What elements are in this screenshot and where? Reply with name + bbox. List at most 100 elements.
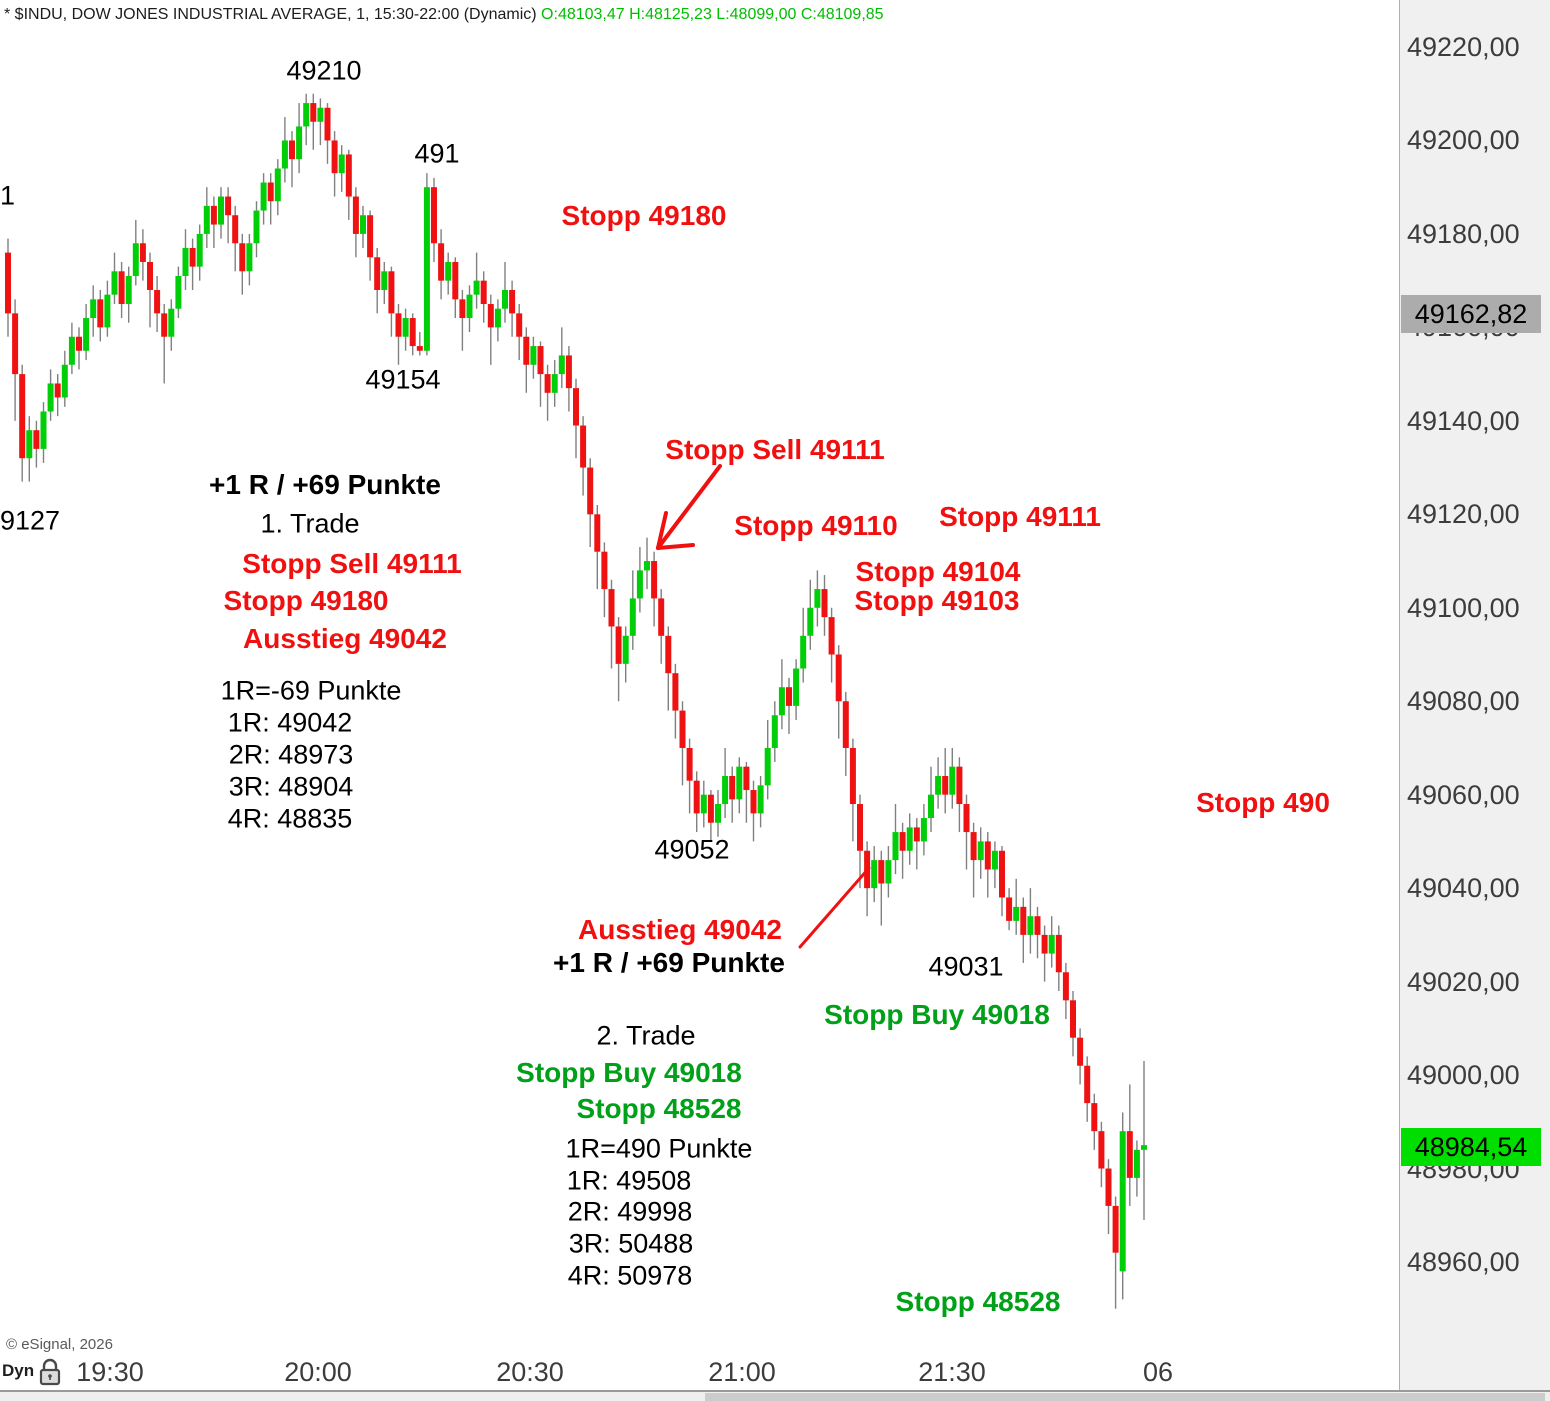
chart-annotation[interactable]: Stopp 49180 <box>223 585 389 616</box>
candle <box>1133 1140 1140 1197</box>
candle <box>771 701 778 762</box>
candle <box>310 93 317 150</box>
chart-annotation[interactable]: +1 R / +69 Punkte <box>553 947 785 978</box>
chart-annotation[interactable]: 4R: 48835 <box>227 803 353 834</box>
candle <box>1006 888 1013 931</box>
candle <box>61 350 68 407</box>
chart-annotation[interactable]: Stopp Sell 49111 <box>665 434 885 465</box>
candle <box>509 280 516 337</box>
chart-annotation[interactable]: Stopp 48528 <box>895 1286 1061 1317</box>
price-axis[interactable]: 49220,0049200,0049180,0049160,0049140,00… <box>1399 0 1550 1390</box>
chart-annotation[interactable]: Stopp 49110 <box>734 510 898 541</box>
dyn-scale-button[interactable]: Dyn <box>2 1361 35 1380</box>
chart-annotation[interactable]: 49031 <box>928 951 1004 982</box>
candle <box>26 416 33 482</box>
chart-annotation[interactable]: Stopp 49180 <box>561 200 727 231</box>
horizontal-scrollbar[interactable] <box>0 1390 1550 1401</box>
chart-annotation[interactable]: +1 R / +69 Punkte <box>209 469 441 500</box>
candle <box>580 416 587 496</box>
chart-annotation[interactable]: 2R: 49998 <box>567 1196 693 1227</box>
candle <box>1098 1121 1105 1188</box>
chart-annotation[interactable]: 1R: 49508 <box>566 1165 692 1196</box>
candlestick-chart[interactable] <box>0 0 1398 1392</box>
candle <box>1027 888 1034 954</box>
chart-annotation[interactable]: 49052 <box>654 834 730 865</box>
candle <box>1112 1196 1119 1309</box>
stopp-sell-arrow[interactable] <box>656 464 722 550</box>
chart-annotation[interactable]: 1R=490 Punkte <box>565 1133 753 1164</box>
candle <box>530 336 537 379</box>
candle <box>260 173 267 225</box>
chart-annotation[interactable]: Stopp 49104 <box>855 556 1021 587</box>
scrollbar-thumb[interactable] <box>705 1393 1545 1401</box>
chart-annotation[interactable]: 2. Trade <box>596 1020 696 1051</box>
chart-annotation[interactable]: Ausstieg 49042 <box>578 914 782 945</box>
candle <box>757 776 764 828</box>
candle <box>1034 906 1041 959</box>
candle <box>218 187 224 239</box>
candle <box>139 229 146 281</box>
time-axis[interactable]: Dyn 19:30 20:00 20:30 21:00 21:30 06 <box>0 1355 1398 1390</box>
chart-annotation[interactable]: Stopp 490 <box>1196 787 1330 818</box>
candle <box>203 187 210 248</box>
candle <box>800 607 807 683</box>
chart-annotation[interactable]: Stopp Buy 49018 <box>516 1057 742 1088</box>
candle <box>494 299 501 342</box>
chart-annotation[interactable]: 3R: 50488 <box>568 1228 694 1259</box>
price-axis-label: 49140,00 <box>1407 405 1520 436</box>
candle <box>644 537 650 590</box>
chart-annotation[interactable]: 1. Trade <box>260 508 360 539</box>
candle <box>821 575 828 636</box>
price-axis-label: 49020,00 <box>1407 966 1520 997</box>
candle <box>402 308 409 351</box>
candle <box>935 757 942 809</box>
candle <box>83 304 90 361</box>
candle <box>473 252 480 309</box>
chart-annotation[interactable]: 1R=-69 Punkte <box>220 675 402 706</box>
candle <box>76 327 82 370</box>
chart-annotation[interactable]: 2R: 48973 <box>228 739 354 770</box>
candle <box>168 299 175 351</box>
candle <box>196 224 203 281</box>
candle <box>1077 1028 1084 1085</box>
candle <box>956 757 963 833</box>
chart-annotation[interactable]: 49154 <box>365 364 441 395</box>
chart-annotation[interactable]: 3R: 48904 <box>228 771 354 802</box>
chart-annotation[interactable]: Stopp 49111 <box>939 501 1101 532</box>
candle <box>849 738 856 842</box>
chart-annotation[interactable]: 491 <box>414 138 460 169</box>
candle <box>651 551 658 627</box>
chart-annotation[interactable]: 1R: 49042 <box>227 707 353 738</box>
candle <box>1070 990 1076 1057</box>
chart-annotation[interactable]: Stopp Buy 49018 <box>824 999 1050 1030</box>
candle <box>132 219 139 286</box>
chart-annotation[interactable]: 9127 <box>0 505 61 536</box>
chart-annotation[interactable]: Ausstieg 49042 <box>243 623 447 654</box>
chart-annotation[interactable]: 1 <box>0 180 16 211</box>
candle <box>12 299 19 421</box>
candle <box>5 238 11 337</box>
chart-annotation[interactable]: 49210 <box>286 55 362 86</box>
candle <box>452 257 459 319</box>
candle <box>587 458 594 548</box>
candle <box>147 252 153 328</box>
candle <box>608 579 615 669</box>
copyright-label: © eSignal, 2026 <box>6 1336 113 1353</box>
candle <box>679 701 686 786</box>
candle <box>431 177 437 262</box>
candle <box>367 210 374 281</box>
candle <box>395 304 402 365</box>
candle <box>693 771 700 833</box>
candle <box>19 364 26 482</box>
candle <box>672 663 679 739</box>
ausstieg-line[interactable] <box>798 866 871 949</box>
chart-annotation[interactable]: 4R: 50978 <box>567 1260 693 1291</box>
lock-icon[interactable] <box>38 1358 62 1387</box>
candle <box>537 341 544 407</box>
candle <box>629 570 636 650</box>
chart-annotation[interactable]: Stopp 48528 <box>576 1093 742 1124</box>
candle <box>523 327 530 393</box>
chart-annotation[interactable]: Stopp Sell 49111 <box>242 548 462 579</box>
candle <box>54 374 61 417</box>
chart-annotation[interactable]: Stopp 49103 <box>854 585 1020 616</box>
